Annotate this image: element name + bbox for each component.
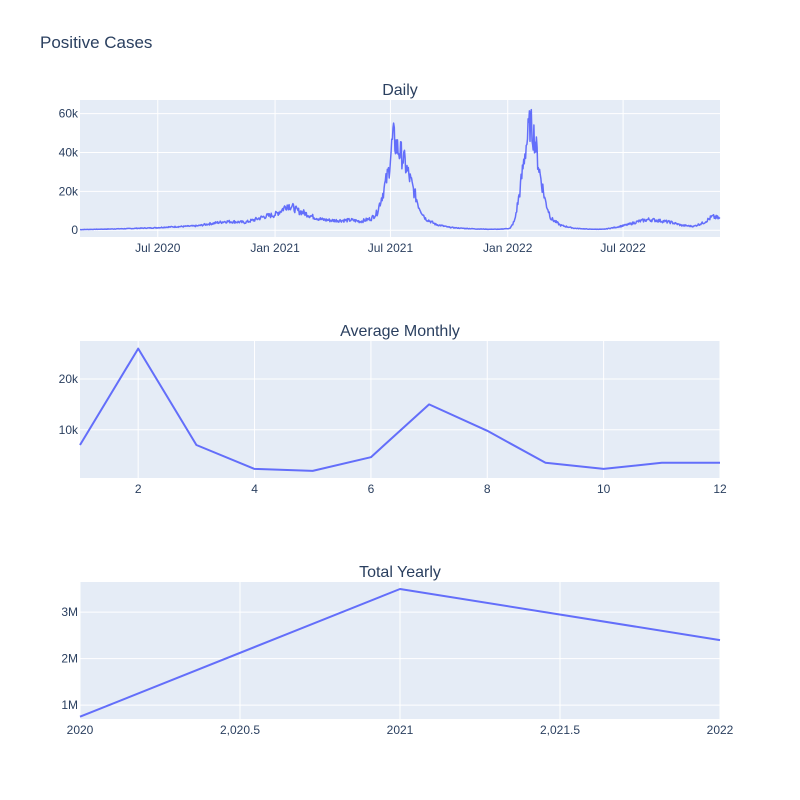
yearly-x-tick-label: 2021 (387, 723, 414, 737)
yearly-subplot-title: Total Yearly (359, 564, 441, 581)
yearly-x-tick-label: 2,020.5 (220, 723, 260, 737)
monthly-y-tick-label: 10k (59, 423, 79, 437)
yearly-x-tick-label: 2020 (67, 723, 94, 737)
monthly-plot-area (80, 341, 720, 478)
monthly-x-tick-label: 12 (713, 482, 727, 496)
daily-series-line (79, 108, 721, 231)
daily-y-tick-label: 60k (59, 107, 79, 121)
daily-y-tick-label: 40k (59, 145, 79, 159)
daily-y-tick-label: 0 (71, 223, 78, 237)
figure-title: Positive Cases (40, 33, 153, 52)
monthly-x-tick-label: 4 (251, 482, 258, 496)
daily-y-tick-label: 20k (59, 184, 79, 198)
daily-plot-area (80, 100, 720, 237)
yearly-y-tick-label: 1M (61, 698, 78, 712)
yearly-x-tick-label: 2022 (707, 723, 734, 737)
yearly-y-tick-label: 2M (61, 652, 78, 666)
yearly-y-tick-label: 3M (61, 605, 78, 619)
monthly-subplot-title: Average Monthly (340, 323, 460, 340)
monthly-series-line (79, 347, 720, 472)
monthly-x-tick-label: 10 (597, 482, 611, 496)
monthly-y-tick-label: 20k (59, 372, 79, 386)
monthly-x-tick-label: 2 (135, 482, 142, 496)
daily-x-tick-label: Jul 2021 (368, 241, 414, 255)
daily-x-tick-label: Jan 2022 (483, 241, 533, 255)
yearly-x-tick-label: 2,021.5 (540, 723, 580, 737)
daily-x-tick-label: Jan 2021 (250, 241, 300, 255)
monthly-x-tick-label: 8 (484, 482, 491, 496)
monthly-x-tick-label: 6 (368, 482, 375, 496)
daily-x-tick-label: Jul 2022 (600, 241, 646, 255)
daily-subplot-title: Daily (382, 82, 418, 99)
yearly-series-line (79, 588, 721, 718)
daily-x-tick-label: Jul 2020 (135, 241, 181, 255)
